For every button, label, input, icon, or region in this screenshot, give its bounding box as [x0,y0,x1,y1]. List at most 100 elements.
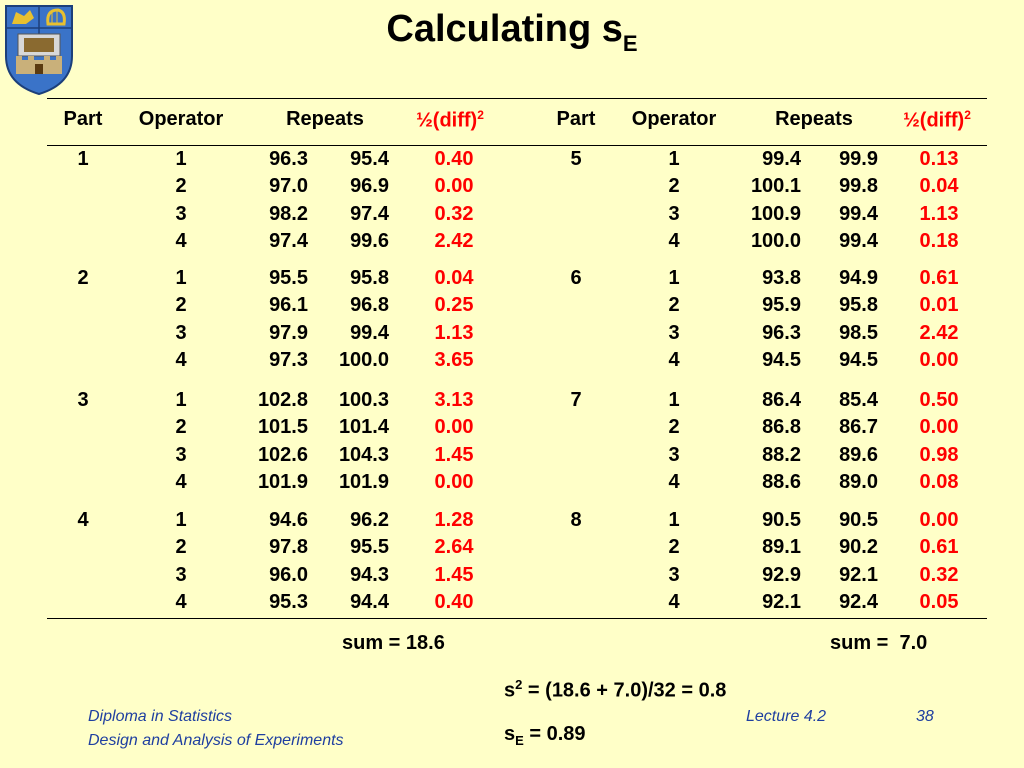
repeat-1-value: 99.4 [721,148,801,171]
repeat-2-value: 99.8 [798,175,878,198]
repeat-1-value: 88.6 [721,471,801,494]
operator-number: 2 [175,416,186,439]
half-diff-squared-value: 0.25 [435,294,474,317]
footer-course: Diploma in Statistics [88,708,232,726]
part-number: 1 [77,148,88,171]
repeat-1-value: 95.5 [228,267,308,290]
operator-number: 3 [668,203,679,226]
repeat-2-value: 89.6 [798,444,878,467]
repeat-1-value: 100.9 [721,203,801,226]
half-diff-squared-value: 0.18 [920,230,959,253]
variance-formula: s2 = (18.6 + 7.0)/32 = 0.8 [504,677,726,703]
title-text: Calculating s [386,8,623,50]
repeat-1-value: 100.1 [721,175,801,198]
operator-number: 1 [175,389,186,412]
operator-number: 2 [668,416,679,439]
repeat-2-value: 85.4 [798,389,878,412]
repeat-1-value: 94.5 [721,349,801,372]
half-diff-squared-value: 0.00 [920,416,959,439]
half-diff-squared-value: 1.28 [435,509,474,532]
part-number: 6 [570,267,581,290]
repeat-2-value: 99.4 [309,322,389,345]
operator-number: 4 [175,591,186,614]
footer-lecture: Lecture 4.2 [746,708,826,726]
header-repeats: Repeats [775,108,853,131]
half-diff-squared-value: 0.04 [920,175,959,198]
half-diff-squared-value: 0.00 [920,509,959,532]
operator-number: 4 [175,349,186,372]
half-diff-squared-value: 0.40 [435,591,474,614]
footer-module: Design and Analysis of Experiments [88,732,344,750]
header-half-diff-squared: ½(diff)2 [416,108,484,133]
half-diff-squared-value: 0.61 [920,267,959,290]
table-bottom-rule [47,618,987,619]
operator-number: 1 [175,267,186,290]
header-rule [47,145,987,146]
half-diff-squared-value: 0.00 [435,471,474,494]
half-diff-squared-value: 2.64 [435,536,474,559]
slide-title: Calculating sE [0,8,1024,57]
repeat-2-value: 96.9 [309,175,389,198]
repeat-1-value: 89.1 [721,536,801,559]
repeat-2-value: 94.4 [309,591,389,614]
repeat-2-value: 98.5 [798,322,878,345]
repeat-1-value: 88.2 [721,444,801,467]
repeat-1-value: 96.0 [228,564,308,587]
operator-number: 3 [175,444,186,467]
operator-number: 2 [668,536,679,559]
repeat-1-value: 101.5 [228,416,308,439]
repeat-1-value: 92.1 [721,591,801,614]
header-half-diff-squared: ½(diff)2 [903,108,971,133]
se-symbol: s [504,723,515,745]
half-diff-squared-value: 1.45 [435,444,474,467]
operator-number: 3 [175,203,186,226]
right-sum: sum = 7.0 [830,632,927,655]
half-diff-squared-value: 0.50 [920,389,959,412]
se-expression: = 0.89 [524,723,586,745]
half-diff-squared-value: 0.04 [435,267,474,290]
operator-number: 4 [668,349,679,372]
operator-number: 2 [175,294,186,317]
table-top-rule [47,98,987,99]
half-diff-squared-value: 0.32 [435,203,474,226]
part-number: 3 [77,389,88,412]
operator-number: 4 [175,230,186,253]
repeat-2-value: 95.8 [798,294,878,317]
half-diff-squared-value: 0.08 [920,471,959,494]
operator-number: 3 [175,564,186,587]
operator-number: 2 [668,175,679,198]
half-diff-squared-value: 0.13 [920,148,959,171]
repeat-2-value: 96.8 [309,294,389,317]
repeat-2-value: 94.5 [798,349,878,372]
half-diff-squared-value: 0.00 [920,349,959,372]
repeat-2-value: 96.2 [309,509,389,532]
repeat-1-value: 94.6 [228,509,308,532]
half-diff-squared-value: 1.45 [435,564,474,587]
repeat-2-value: 99.4 [798,203,878,226]
repeat-1-value: 102.8 [228,389,308,412]
repeat-2-value: 104.3 [309,444,389,467]
repeat-1-value: 90.5 [721,509,801,532]
header-operator: Operator [632,108,716,131]
header-half-diff-label: ½(diff) [903,110,964,132]
repeat-2-value: 95.8 [309,267,389,290]
repeat-1-value: 96.3 [721,322,801,345]
repeat-1-value: 102.6 [228,444,308,467]
operator-number: 2 [668,294,679,317]
repeat-1-value: 86.4 [721,389,801,412]
half-diff-squared-value: 3.13 [435,389,474,412]
repeat-2-value: 99.9 [798,148,878,171]
operator-number: 3 [668,564,679,587]
footer-page-number: 38 [916,708,934,726]
left-sum: sum = 18.6 [342,632,445,655]
se-subscript: E [515,733,524,748]
half-diff-squared-value: 1.13 [435,322,474,345]
half-diff-squared-value: 2.42 [920,322,959,345]
operator-number: 3 [668,322,679,345]
half-diff-squared-value: 0.00 [435,175,474,198]
repeat-2-value: 99.4 [798,230,878,253]
operator-number: 1 [175,509,186,532]
header-operator: Operator [139,108,223,131]
part-number: 8 [570,509,581,532]
repeat-2-value: 86.7 [798,416,878,439]
